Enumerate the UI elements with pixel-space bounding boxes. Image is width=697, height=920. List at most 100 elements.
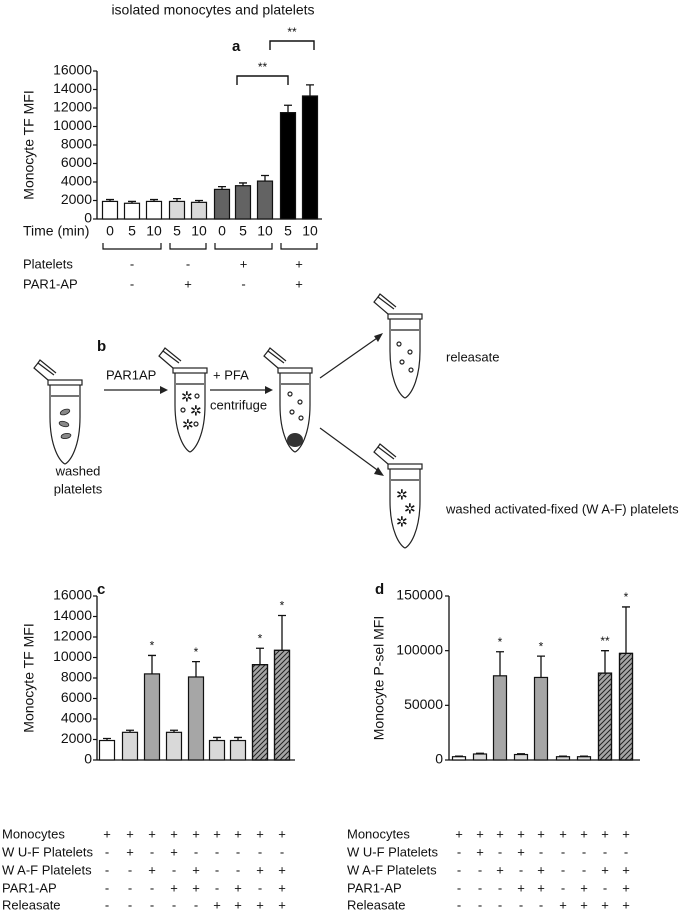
condition-sign: + [537, 880, 545, 895]
condition-sign: + [622, 880, 630, 895]
bar [555, 756, 571, 761]
error-bar [601, 650, 609, 674]
error-bar [234, 736, 242, 741]
condition-sign: - [624, 844, 628, 859]
condition-sign: - [539, 844, 543, 859]
condition-sign: - [215, 844, 219, 859]
condition-sign: - [561, 862, 565, 877]
condition-sign: + [580, 826, 588, 841]
bar [121, 731, 139, 761]
condition-sign: + [517, 826, 525, 841]
panel-letter: b [97, 338, 106, 355]
condition-sign: + [517, 844, 525, 859]
condition-sign: - [519, 862, 523, 877]
condition-sign: - [498, 880, 502, 895]
condition-sign: - [603, 880, 607, 895]
significance: * [280, 599, 285, 613]
diagram-text: platelets [54, 481, 103, 496]
error-bar [284, 104, 292, 113]
condition-sign: + [622, 897, 630, 912]
significance: * [194, 645, 199, 659]
condition-sign: + [559, 897, 567, 912]
condition-sign: + [213, 826, 221, 841]
condition-sign: - [457, 880, 461, 895]
y-axis-label: Monocyte P-sel MFI [371, 616, 387, 740]
svg-text:✲: ✲ [396, 514, 408, 530]
error-bar [218, 185, 226, 190]
bar [533, 676, 549, 761]
y-tick-label: 4000 [61, 710, 92, 726]
arrow [319, 335, 381, 379]
arrow-head [374, 467, 384, 476]
group-bracket [214, 243, 273, 250]
bar [98, 739, 116, 761]
y-tick-label: 2000 [61, 191, 92, 207]
x-tick-label: 10 [257, 223, 273, 239]
condition-sign: + [213, 897, 221, 912]
panel-letter: d [375, 581, 384, 598]
error-bar [148, 654, 156, 674]
condition-sign: + [517, 880, 525, 895]
diagram-text: washed [55, 463, 101, 478]
condition-sign: - [478, 862, 482, 877]
condition-sign: + [126, 826, 134, 841]
condition-sign: + [295, 276, 303, 291]
tube [373, 293, 423, 399]
svg-text:✲: ✲ [396, 487, 408, 503]
condition-sign: + [256, 862, 264, 877]
bar [101, 200, 119, 220]
condition-sign: - [280, 844, 284, 859]
error-bar [496, 651, 504, 676]
condition-sign: - [498, 897, 502, 912]
significance: ** [287, 25, 297, 39]
significance-bracket [269, 40, 315, 50]
condition-sign: + [278, 880, 286, 895]
x-tick-label: 5 [128, 223, 136, 239]
panel-letter: c [97, 581, 105, 598]
significance: ** [600, 634, 610, 648]
error-bar [126, 729, 134, 733]
condition-sign: + [622, 862, 630, 877]
bar [143, 673, 161, 761]
y-tick-label: 0 [84, 751, 92, 767]
condition-label: W U-F Platelets [2, 844, 94, 859]
condition-label: W A-F Platelets [2, 862, 92, 877]
svg-text:✲: ✲ [181, 389, 193, 405]
bar [492, 675, 508, 761]
condition-sign: - [194, 844, 198, 859]
condition-sign: - [241, 276, 245, 291]
significance-bracket [236, 75, 289, 85]
arrow [319, 427, 381, 473]
bar-hatch [597, 672, 613, 761]
bar [513, 753, 529, 761]
tube [263, 347, 313, 453]
y-tick-label: 16000 [53, 587, 92, 603]
y-tick-label: 100000 [396, 641, 443, 657]
y-tick-label: 8000 [61, 136, 92, 152]
condition-sign: + [192, 880, 200, 895]
condition-sign: - [582, 844, 586, 859]
condition-sign: + [234, 897, 242, 912]
group-bracket [280, 243, 318, 250]
condition-sign: - [105, 862, 109, 877]
condition-sign: - [215, 862, 219, 877]
condition-sign: - [478, 897, 482, 912]
condition-label: Releasate [347, 897, 406, 912]
error-bar [278, 614, 286, 651]
condition-sign: - [236, 862, 240, 877]
condition-sign: - [457, 862, 461, 877]
error-bar [173, 198, 181, 202]
condition-sign: + [295, 256, 303, 271]
y-tick-label: 16000 [53, 62, 92, 78]
significance: * [150, 639, 155, 653]
diagram: b washed platelets PAR1AP ✲✲✲ + PFA cent… [33, 293, 679, 549]
condition-sign: - [561, 844, 565, 859]
condition-sign: + [537, 826, 545, 841]
condition-sign: + [240, 256, 248, 271]
condition-sign: + [476, 844, 484, 859]
arrow-head [265, 386, 273, 394]
condition-sign: - [498, 844, 502, 859]
bar [279, 112, 297, 220]
bar [208, 739, 226, 761]
